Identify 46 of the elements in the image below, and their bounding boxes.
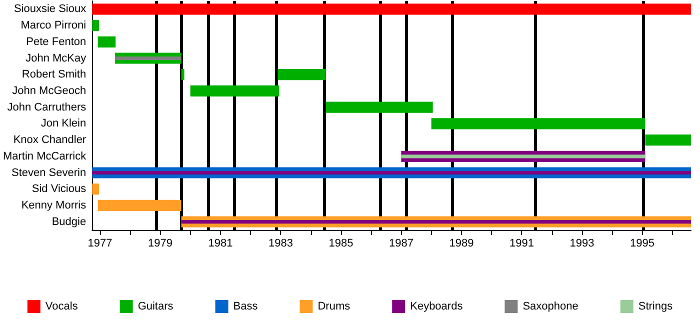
legend-label: Vocals (45, 300, 78, 312)
y-tick-label: Sid Vicious (32, 183, 87, 196)
y-tick-label: Kenny Morris (21, 199, 87, 212)
x-tick-label: 1993 (570, 238, 594, 250)
bar (431, 118, 646, 130)
bar (92, 20, 100, 32)
y-tick-label: Budgie (52, 216, 86, 228)
bar (401, 154, 646, 158)
x-tick-label: 1983 (268, 238, 293, 250)
bar (98, 200, 182, 212)
x-tick-label: 1977 (88, 238, 112, 250)
legend-label: Saxophone (522, 300, 578, 312)
legend-label: Bass (233, 300, 258, 312)
bar (278, 69, 326, 80)
legend-label: Keyboards (410, 300, 464, 312)
legend-label: Guitars (138, 300, 174, 312)
y-tick-label: Jon Klein (40, 118, 86, 130)
y-tick-label: Robert Smith (22, 68, 86, 81)
x-tick-label: 1979 (148, 238, 172, 250)
x-tick-label: 1989 (449, 238, 474, 250)
y-tick-label: Martin McCarrick (2, 150, 87, 162)
x-tick-label: 1991 (509, 238, 534, 250)
bar (92, 184, 100, 195)
bar (92, 170, 691, 175)
legend-label: Strings (638, 300, 674, 312)
bar (92, 4, 691, 15)
y-tick-label: Pete Fenton (26, 36, 86, 48)
y-tick-label: Knox Chandler (13, 134, 86, 146)
y-tick-label: John McKay (26, 52, 87, 64)
y-tick-label: Steven Severin (12, 166, 86, 179)
bar (181, 69, 184, 80)
bar (645, 134, 691, 146)
bar (190, 85, 280, 97)
bar (115, 56, 182, 60)
x-tick-label: 1995 (630, 238, 654, 250)
legend-label: Drums (318, 300, 351, 312)
x-tick-label: 1987 (388, 238, 414, 250)
bar (181, 220, 691, 224)
x-tick-label: 1985 (328, 238, 354, 250)
y-tick-label: Siouxsie Sioux (14, 3, 87, 16)
bar (98, 36, 116, 48)
y-tick-label: John McGeoch (12, 84, 86, 97)
x-tick-label: 1981 (208, 238, 233, 250)
y-tick-label: Marco Pirroni (20, 20, 86, 32)
bar (326, 102, 433, 113)
y-tick-label: John Carruthers (7, 101, 87, 114)
